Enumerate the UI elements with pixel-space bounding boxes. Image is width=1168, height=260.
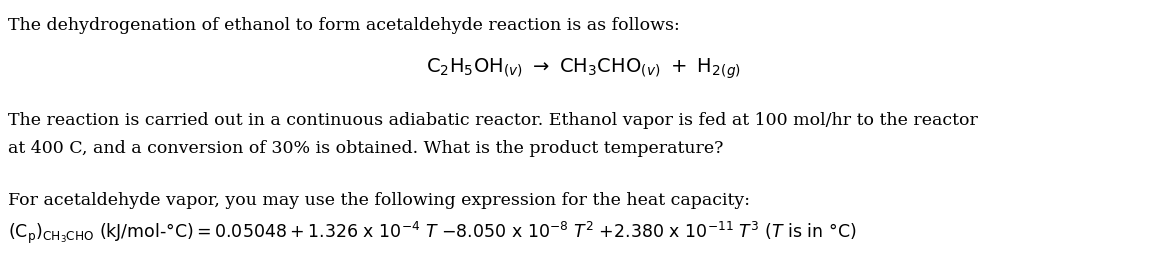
Text: The reaction is carried out in a continuous adiabatic reactor. Ethanol vapor is : The reaction is carried out in a continu…	[8, 112, 978, 129]
Text: $\mathrm{C_2H_5OH}_{(v)}$$\ \rightarrow\ $$\mathrm{CH_3CHO}_{(v)}$$\ +\ \mathrm{: $\mathrm{C_2H_5OH}_{(v)}$$\ \rightarrow\…	[426, 57, 742, 81]
Text: For acetaldehyde vapor, you may use the following expression for the heat capaci: For acetaldehyde vapor, you may use the …	[8, 192, 750, 209]
Text: The dehydrogenation of ethanol to form acetaldehyde reaction is as follows:: The dehydrogenation of ethanol to form a…	[8, 17, 680, 34]
Text: $(\mathrm{C_p})_{\mathrm{CH_3CHO}}$ $\mathrm{(kJ/mol\text{-}°C) = 0.05048 + 1.32: $(\mathrm{C_p})_{\mathrm{CH_3CHO}}$ $\ma…	[8, 220, 856, 246]
Text: at 400 C, and a conversion of 30% is obtained. What is the product temperature?: at 400 C, and a conversion of 30% is obt…	[8, 140, 723, 157]
